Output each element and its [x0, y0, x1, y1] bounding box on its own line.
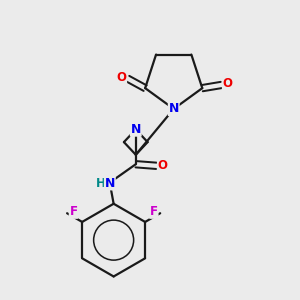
Text: N: N: [130, 123, 141, 136]
Text: H: H: [95, 177, 105, 190]
Text: O: O: [116, 70, 126, 84]
Text: F: F: [150, 205, 158, 218]
Text: O: O: [223, 77, 232, 90]
Text: F: F: [69, 205, 77, 218]
Text: N: N: [169, 102, 179, 116]
Text: N: N: [105, 177, 115, 190]
Text: O: O: [158, 159, 168, 172]
